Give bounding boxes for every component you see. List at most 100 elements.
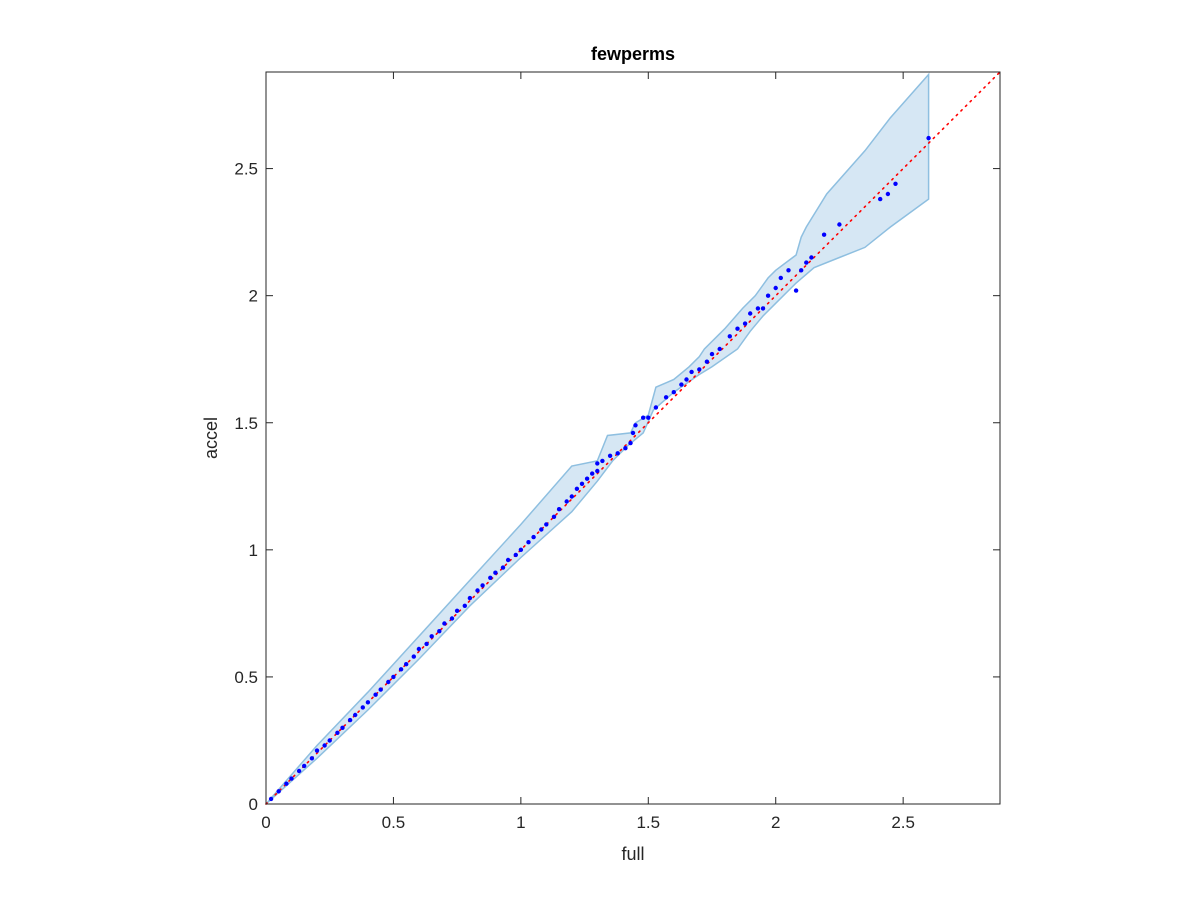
data-point — [663, 395, 669, 400]
data-point — [531, 534, 536, 540]
data-point — [748, 311, 753, 316]
data-point — [296, 768, 302, 774]
data-point — [411, 654, 416, 659]
confidence-band — [265, 72, 930, 805]
data-point — [454, 608, 460, 613]
data-point — [646, 415, 651, 420]
data-point — [480, 583, 485, 588]
data-point — [600, 458, 605, 464]
data-point — [322, 743, 327, 748]
data-point — [309, 756, 315, 761]
data-point — [500, 565, 506, 570]
data-point — [786, 268, 791, 273]
y-axis-label: accel — [201, 417, 221, 459]
data-point — [615, 451, 620, 456]
data-point — [804, 260, 809, 265]
data-point — [398, 667, 404, 672]
data-point — [697, 367, 702, 372]
data-point — [590, 471, 595, 476]
data-point — [704, 359, 710, 364]
data-point — [437, 629, 442, 634]
data-point — [378, 687, 383, 692]
data-point — [505, 557, 511, 563]
data-point — [607, 453, 613, 458]
y-tick-label: 1.5 — [234, 414, 258, 433]
data-point — [821, 232, 827, 237]
data-point — [809, 255, 814, 260]
y-tick-label: 1 — [249, 541, 258, 560]
data-point — [765, 293, 771, 298]
data-point — [284, 781, 289, 786]
data-point — [760, 306, 766, 311]
data-point — [416, 646, 422, 652]
data-point — [735, 326, 740, 331]
data-point — [424, 641, 429, 647]
x-tick-label: 2 — [771, 813, 780, 832]
data-point — [373, 692, 378, 697]
data-point — [544, 522, 549, 527]
data-point — [773, 285, 778, 291]
reference-line — [265, 71, 1001, 805]
data-point — [679, 382, 684, 387]
data-point — [289, 776, 294, 781]
data-point — [327, 738, 332, 743]
data-point — [353, 712, 358, 718]
data-point — [755, 306, 761, 311]
y-tick-label: 0 — [249, 795, 258, 814]
data-point — [778, 275, 783, 281]
data-point — [628, 440, 633, 446]
data-point — [878, 196, 883, 202]
data-point — [335, 730, 340, 735]
data-point — [551, 514, 557, 519]
data-point — [653, 405, 659, 410]
data-point — [727, 334, 732, 339]
data-point — [302, 763, 307, 769]
data-point — [340, 725, 345, 730]
data-point — [449, 616, 455, 621]
data-point — [429, 634, 434, 639]
data-point — [268, 796, 274, 802]
data-point — [462, 603, 467, 608]
data-point — [539, 527, 544, 532]
data-point — [518, 547, 524, 552]
data-point — [799, 268, 804, 273]
data-point — [885, 191, 891, 197]
data-point — [926, 135, 931, 141]
data-point — [684, 377, 689, 382]
data-point — [623, 446, 628, 451]
data-point — [488, 575, 493, 580]
chart-title: fewperms — [591, 44, 675, 64]
data-point — [837, 222, 842, 227]
data-point — [360, 705, 365, 710]
data-point — [314, 748, 320, 753]
data-point — [595, 468, 600, 474]
x-tick-label: 0.5 — [382, 813, 406, 832]
data-point — [641, 415, 646, 420]
x-tick-label: 0 — [261, 813, 270, 832]
data-point — [442, 621, 447, 626]
data-point — [467, 595, 473, 601]
data-point — [365, 700, 371, 705]
data-point — [276, 789, 281, 794]
data-point — [584, 476, 590, 481]
x-tick-label: 1.5 — [636, 813, 660, 832]
data-point — [347, 717, 353, 723]
data-point — [493, 570, 498, 575]
data-point — [893, 181, 898, 186]
data-point — [742, 321, 748, 326]
x-axis-label: full — [621, 844, 644, 864]
data-point — [671, 390, 676, 395]
data-point — [404, 662, 409, 667]
data-point — [386, 679, 391, 685]
x-tick-label: 2.5 — [891, 813, 915, 832]
data-point — [574, 486, 580, 491]
data-point — [595, 461, 600, 466]
data-point — [793, 288, 799, 293]
data-point — [630, 430, 636, 436]
data-point — [579, 481, 585, 486]
data-point — [633, 423, 638, 428]
data-point — [526, 540, 531, 545]
data-point — [475, 588, 480, 593]
y-tick-label: 2.5 — [234, 160, 258, 179]
